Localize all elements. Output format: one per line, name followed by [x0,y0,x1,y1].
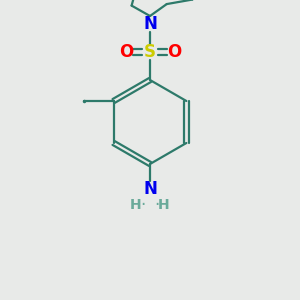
Text: ·: · [140,196,146,214]
Text: S: S [144,43,156,61]
Text: ·: · [154,196,160,214]
Text: O: O [167,43,181,61]
Text: H: H [130,198,142,212]
Text: O: O [119,43,133,61]
Text: H: H [158,198,170,212]
Text: N: N [143,180,157,198]
Text: N: N [143,15,157,33]
